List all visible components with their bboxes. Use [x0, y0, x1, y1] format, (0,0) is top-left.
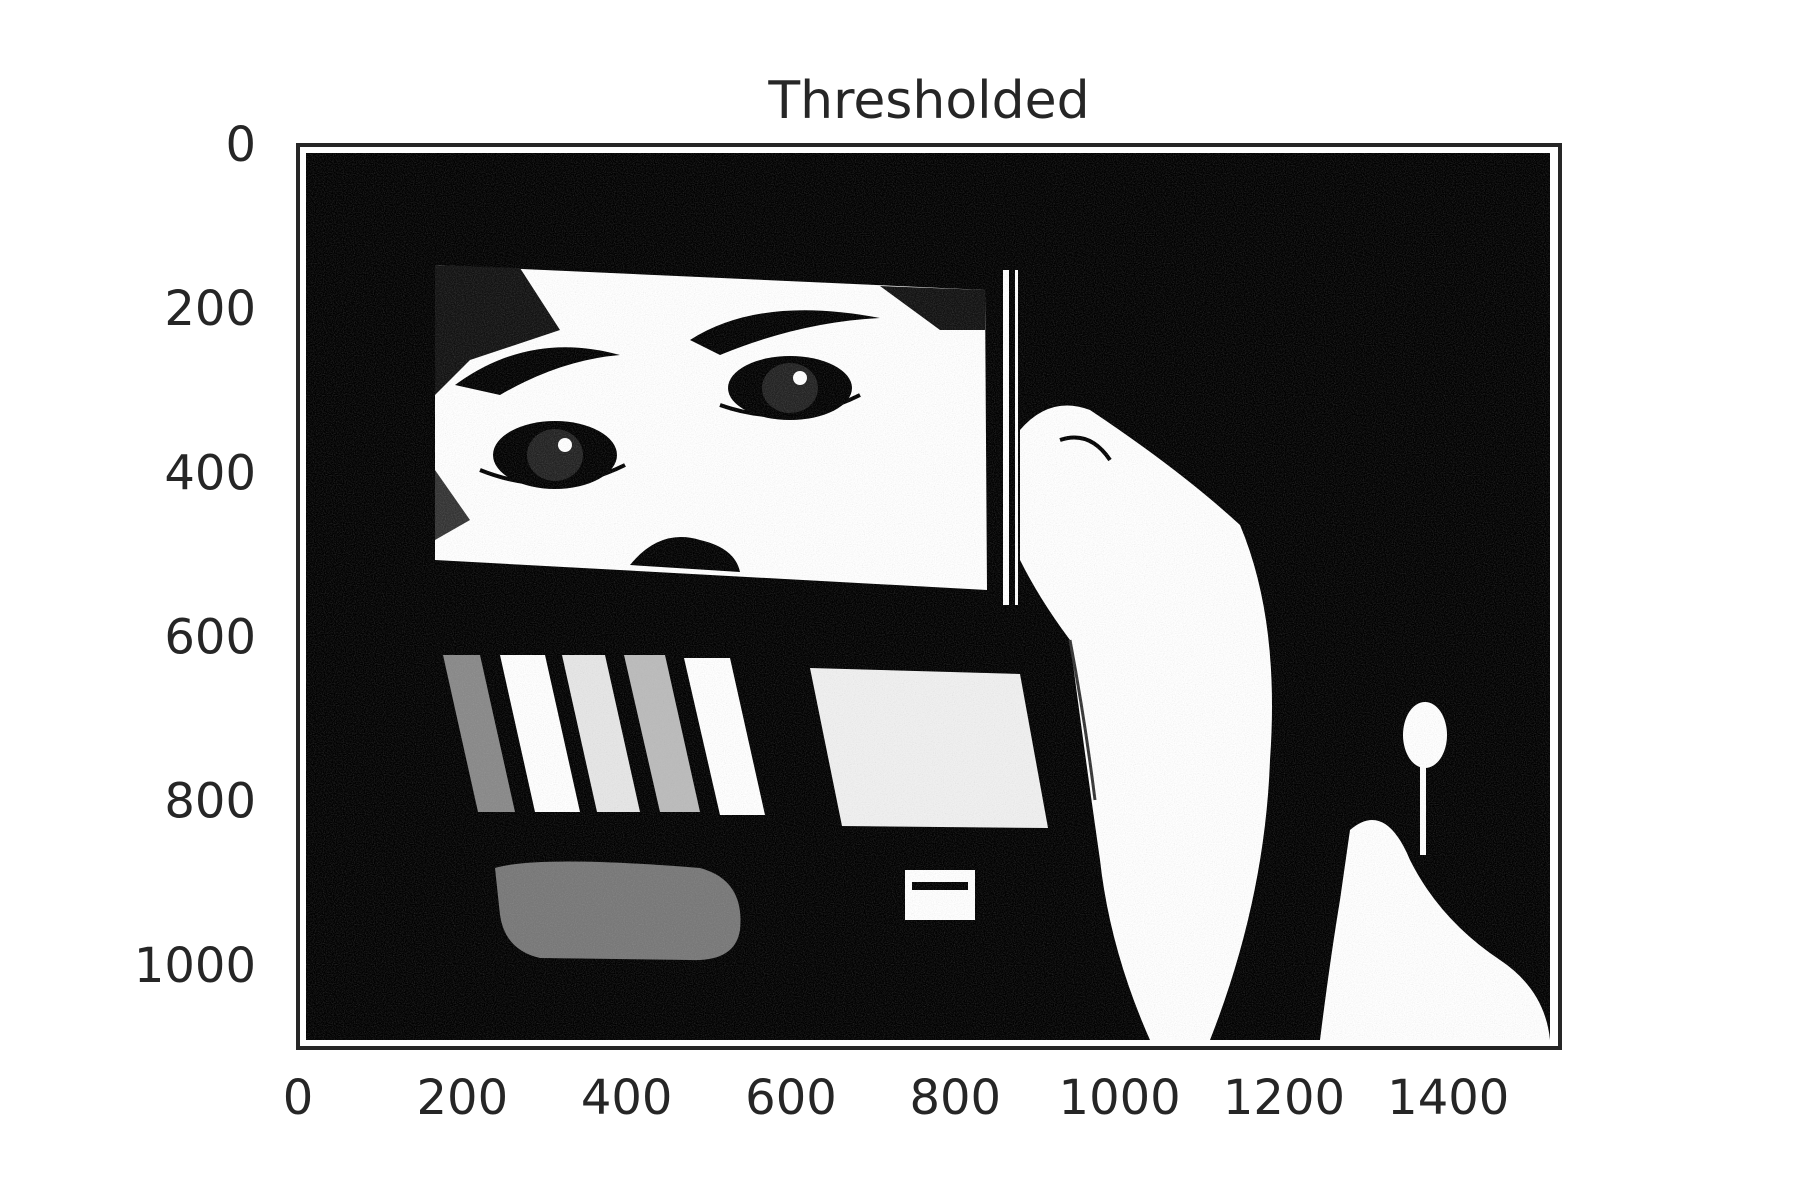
x-tick-label: 800: [909, 1070, 1001, 1126]
x-axis: 0 200 400 600 800 1000 1200 1400: [283, 1070, 1510, 1126]
plot-title: Thresholded: [767, 71, 1089, 131]
y-tick-label: 1000: [134, 938, 256, 994]
y-axis: 0 200 400 600 800 1000: [134, 117, 256, 994]
y-tick-label: 0: [225, 117, 256, 173]
x-tick-label: 0: [283, 1070, 314, 1126]
thresholded-image: [298, 145, 1560, 1048]
x-tick-label: 200: [417, 1070, 509, 1126]
x-tick-label: 400: [581, 1070, 673, 1126]
axes-frame: [296, 143, 1562, 1050]
y-tick-label: 800: [164, 774, 256, 830]
y-tick-label: 200: [164, 281, 256, 337]
x-tick-label: 1000: [1059, 1070, 1181, 1126]
x-tick-label: 600: [745, 1070, 837, 1126]
x-tick-label: 1400: [1387, 1070, 1509, 1126]
y-tick-label: 600: [164, 610, 256, 666]
y-tick-label: 400: [164, 445, 256, 501]
x-tick-label: 1200: [1223, 1070, 1345, 1126]
